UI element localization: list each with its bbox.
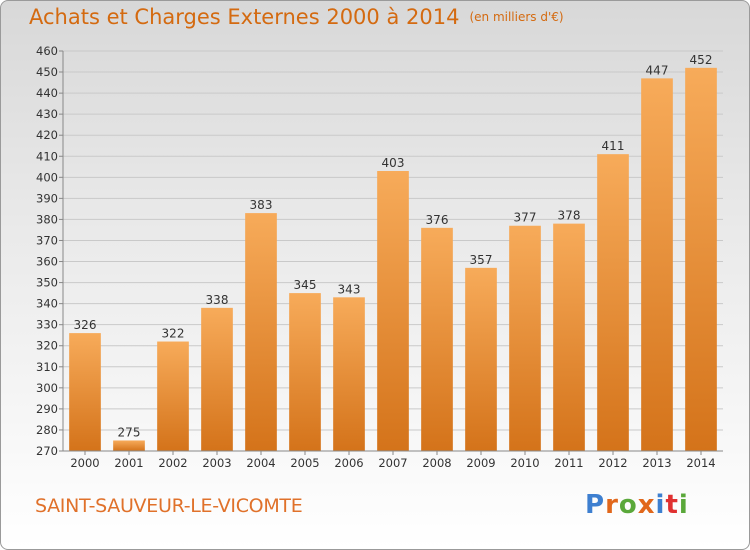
value-label-2000: 326 <box>74 318 97 332</box>
bar-2007 <box>377 171 409 451</box>
value-label-2013: 447 <box>646 63 669 77</box>
title-unit: (en milliers d'€) <box>469 10 564 24</box>
x-tick-label-2000: 2000 <box>70 456 99 470</box>
y-tick-label: 390 <box>36 191 58 205</box>
x-tick-label-2009: 2009 <box>466 456 495 470</box>
x-tick-label-2013: 2013 <box>642 456 671 470</box>
y-tick-label: 320 <box>36 339 58 353</box>
y-tick-label: 340 <box>36 297 58 311</box>
bar-2000 <box>69 333 101 451</box>
value-label-2009: 357 <box>470 253 493 267</box>
bar-2001 <box>113 440 145 451</box>
y-tick-label: 380 <box>36 212 58 226</box>
value-label-2007: 403 <box>382 156 405 170</box>
x-tick-label-2008: 2008 <box>422 456 451 470</box>
bar-2012 <box>597 154 629 451</box>
bars <box>69 67 717 452</box>
x-tick-label-2002: 2002 <box>158 456 187 470</box>
x-tick-label-2006: 2006 <box>334 456 363 470</box>
y-tick-label: 410 <box>36 149 58 163</box>
x-tick-label-2001: 2001 <box>114 456 143 470</box>
x-tick-label-2004: 2004 <box>246 456 275 470</box>
bar-2003 <box>201 307 233 451</box>
title-text: Achats et Charges Externes 2000 à 2014 <box>29 5 460 29</box>
logo-letter: i <box>655 490 666 520</box>
value-label-2005: 345 <box>294 278 317 292</box>
value-labels: 326 275 322 338 383 345 343 403 376 357 377 378 411 4… <box>74 53 713 440</box>
y-tick-label: 280 <box>36 423 58 437</box>
logo-letter: i <box>678 490 689 520</box>
x-tick-label-2003: 2003 <box>202 456 231 470</box>
y-tick-label: 270 <box>36 444 58 458</box>
logo-letter: P <box>585 490 606 520</box>
bar-2013 <box>641 78 673 452</box>
value-label-2004: 383 <box>250 198 273 212</box>
value-label-2006: 343 <box>338 282 361 296</box>
bar-2004 <box>245 213 277 451</box>
y-tick-label: 330 <box>36 318 58 332</box>
y-tick-label: 300 <box>36 381 58 395</box>
bar-2008 <box>421 227 453 451</box>
bar-2006 <box>333 297 365 451</box>
value-label-2012: 411 <box>602 139 625 153</box>
y-tick-label: 360 <box>36 255 58 269</box>
logo-letter: o <box>618 490 638 520</box>
bar-2014 <box>685 67 717 451</box>
proxiti-logo: Proxiti <box>585 490 689 520</box>
bar-2011 <box>553 223 585 451</box>
y-tick-label: 430 <box>36 107 58 121</box>
y-tick-label: 290 <box>36 402 58 416</box>
value-label-2011: 378 <box>558 209 581 223</box>
town-name: SAINT-SAUVEUR-LE-VICOMTE <box>35 495 303 517</box>
value-label-2014: 452 <box>690 53 713 67</box>
bar-2010 <box>509 225 541 451</box>
value-label-2010: 377 <box>514 211 537 225</box>
value-label-2008: 376 <box>426 213 449 227</box>
value-label-2002: 322 <box>162 327 185 341</box>
y-tick-label: 350 <box>36 276 58 290</box>
logo-letter: t <box>665 490 679 520</box>
y-tick-label: 400 <box>36 170 58 184</box>
chart-title: Achats et Charges Externes 2000 à 2014 (e… <box>29 5 564 29</box>
logo-letter: x <box>637 490 656 520</box>
y-tick-label: 460 <box>36 44 58 58</box>
bar-2005 <box>289 293 321 451</box>
x-tick-label-2012: 2012 <box>598 456 627 470</box>
bar-2002 <box>157 341 189 451</box>
x-tick-label-2011: 2011 <box>554 456 583 470</box>
x-tick-label-2007: 2007 <box>378 456 407 470</box>
x-tick-label-2010: 2010 <box>510 456 539 470</box>
x-tick-label-2014: 2014 <box>686 456 715 470</box>
bar-2009 <box>465 267 497 451</box>
y-tick-label: 310 <box>36 360 58 374</box>
y-tick-label: 370 <box>36 233 58 247</box>
axes: 270 280 290 300 310 320 330 340 350 360 370 380 390 4… <box>36 44 723 470</box>
y-tick-label: 420 <box>36 128 58 142</box>
value-label-2001: 275 <box>118 425 141 439</box>
y-tick-label: 450 <box>36 65 58 79</box>
logo-letter: r <box>605 490 619 520</box>
value-label-2003: 338 <box>206 293 229 307</box>
x-tick-label-2005: 2005 <box>290 456 319 470</box>
y-tick-label: 440 <box>36 86 58 100</box>
